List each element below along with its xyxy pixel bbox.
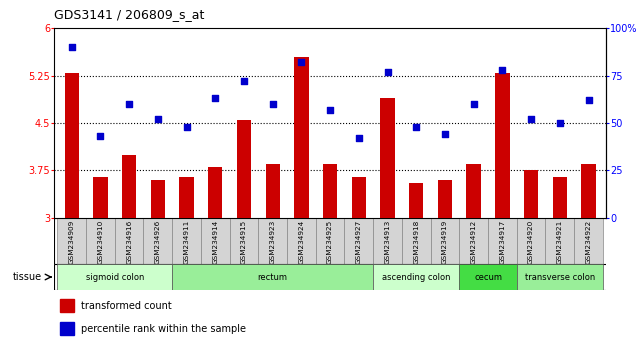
Bar — [57, 264, 172, 290]
Text: GSM234919: GSM234919 — [442, 220, 448, 264]
Bar — [258, 218, 287, 264]
Bar — [229, 218, 258, 264]
Bar — [60, 299, 74, 312]
Bar — [65, 73, 79, 218]
Point — [210, 96, 221, 101]
Point — [411, 124, 421, 130]
Text: GSM234913: GSM234913 — [385, 220, 390, 264]
Point — [67, 45, 77, 50]
Text: sigmoid colon: sigmoid colon — [86, 273, 144, 281]
Bar — [352, 177, 366, 218]
Bar — [553, 177, 567, 218]
Text: percentile rank within the sample: percentile rank within the sample — [81, 324, 246, 334]
Text: GSM234926: GSM234926 — [155, 220, 161, 264]
Bar — [151, 180, 165, 218]
Text: GSM234916: GSM234916 — [126, 220, 132, 264]
Bar — [60, 322, 74, 335]
Bar — [287, 218, 316, 264]
Bar — [373, 264, 460, 290]
Text: transformed count: transformed count — [81, 301, 172, 311]
Bar — [517, 218, 545, 264]
Point — [267, 101, 278, 107]
Point — [526, 116, 537, 122]
Bar — [86, 218, 115, 264]
Bar — [373, 218, 402, 264]
Bar — [409, 183, 424, 218]
Text: GSM234909: GSM234909 — [69, 220, 75, 264]
Point — [296, 59, 306, 65]
Text: rectum: rectum — [258, 273, 288, 281]
Bar — [57, 218, 86, 264]
Point — [153, 116, 163, 122]
Bar — [517, 264, 603, 290]
Bar — [144, 218, 172, 264]
Bar — [380, 98, 395, 218]
Bar — [581, 164, 595, 218]
Point — [583, 97, 594, 103]
Bar — [460, 264, 517, 290]
Bar — [467, 164, 481, 218]
Point — [383, 69, 393, 75]
Bar — [172, 218, 201, 264]
Point — [469, 101, 479, 107]
Text: GSM234912: GSM234912 — [470, 220, 477, 264]
Text: GSM234920: GSM234920 — [528, 220, 534, 264]
Point — [554, 120, 565, 126]
Text: GSM234911: GSM234911 — [183, 220, 190, 264]
Text: GSM234922: GSM234922 — [585, 220, 592, 264]
Bar — [265, 164, 280, 218]
Text: GSM234918: GSM234918 — [413, 220, 419, 264]
Bar — [323, 164, 337, 218]
Bar — [460, 218, 488, 264]
Text: GSM234924: GSM234924 — [299, 220, 304, 264]
Text: GDS3141 / 206809_s_at: GDS3141 / 206809_s_at — [54, 8, 205, 21]
Bar — [115, 218, 144, 264]
Bar — [574, 218, 603, 264]
Point — [440, 132, 450, 137]
Bar — [545, 218, 574, 264]
Point — [354, 135, 364, 141]
Point — [239, 79, 249, 84]
Bar — [237, 120, 251, 218]
Bar — [93, 177, 108, 218]
Bar — [524, 170, 538, 218]
Bar — [495, 73, 510, 218]
Point — [181, 124, 192, 130]
Bar — [208, 167, 222, 218]
Text: GSM234921: GSM234921 — [557, 220, 563, 264]
Bar — [122, 155, 137, 218]
Bar — [488, 218, 517, 264]
Text: GSM234925: GSM234925 — [327, 220, 333, 264]
Text: GSM234927: GSM234927 — [356, 220, 362, 264]
Text: GSM234917: GSM234917 — [499, 220, 505, 264]
Text: transverse colon: transverse colon — [525, 273, 595, 281]
Bar — [402, 218, 431, 264]
Bar — [316, 218, 344, 264]
Text: GSM234914: GSM234914 — [212, 220, 219, 264]
Text: GSM234923: GSM234923 — [270, 220, 276, 264]
Text: GSM234910: GSM234910 — [97, 220, 103, 264]
Bar — [438, 180, 452, 218]
Point — [325, 107, 335, 113]
Bar — [172, 264, 373, 290]
Text: ascending colon: ascending colon — [382, 273, 451, 281]
Bar — [179, 177, 194, 218]
Point — [96, 133, 106, 139]
Text: tissue: tissue — [13, 272, 42, 282]
Point — [497, 67, 508, 73]
Bar — [431, 218, 460, 264]
Bar — [201, 218, 229, 264]
Text: GSM234915: GSM234915 — [241, 220, 247, 264]
Text: cecum: cecum — [474, 273, 502, 281]
Bar — [294, 57, 308, 218]
Point — [124, 101, 134, 107]
Bar — [344, 218, 373, 264]
